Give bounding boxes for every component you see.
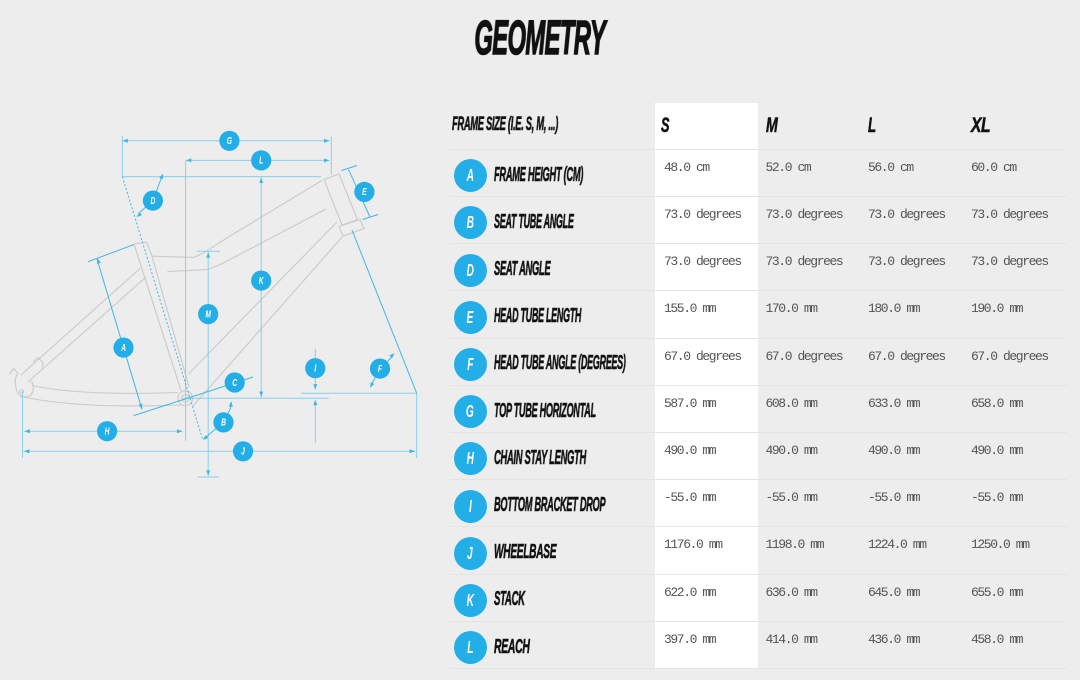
svg-text:J: J (241, 445, 245, 457)
svg-text:I: I (314, 362, 316, 374)
svg-text:G: G (227, 135, 232, 147)
svg-text:F: F (378, 362, 383, 374)
svg-text:H: H (105, 425, 110, 437)
svg-text:D: D (150, 194, 155, 206)
svg-text:A: A (120, 341, 126, 353)
svg-text:C: C (232, 376, 237, 388)
svg-text:E: E (362, 186, 367, 198)
svg-text:B: B (221, 416, 226, 428)
svg-text:K: K (259, 274, 264, 286)
svg-text:M: M (205, 308, 211, 320)
svg-text:L: L (259, 154, 263, 166)
